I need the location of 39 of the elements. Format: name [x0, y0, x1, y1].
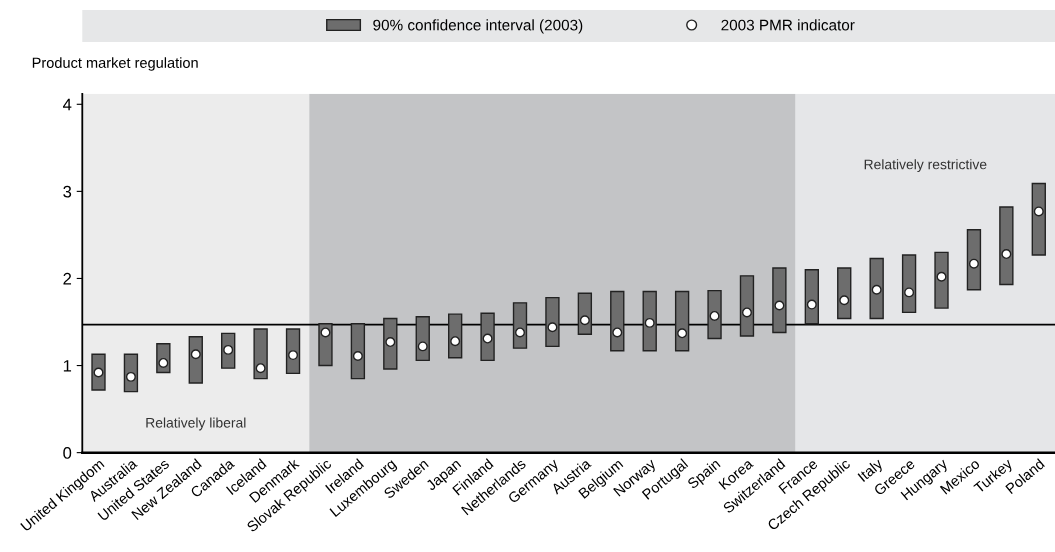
bar: [1031, 182, 1046, 256]
point: [677, 328, 688, 339]
point: [612, 327, 623, 338]
y-tick-label: 2: [63, 272, 72, 285]
point: [288, 350, 299, 361]
point: [806, 299, 817, 310]
point: [904, 287, 915, 298]
point: [190, 349, 201, 360]
point: [450, 336, 461, 347]
bar: [869, 257, 884, 320]
point: [644, 317, 655, 328]
legend-label: 2003 PMR indicator: [721, 19, 855, 31]
point: [871, 284, 882, 295]
point: [515, 327, 525, 338]
point: [1033, 206, 1044, 217]
band-label: Relatively liberal: [146, 417, 246, 431]
point: [352, 350, 363, 361]
y-tick-label: 4: [62, 98, 72, 111]
point: [579, 315, 590, 326]
y-axis-title: Product market regulation: [32, 57, 198, 71]
y-tick-label: 3: [63, 185, 72, 198]
bar: [739, 275, 755, 337]
legend-label: 90% confidence interval (2003): [373, 19, 583, 34]
point: [385, 337, 396, 348]
y-tick-label: 1: [63, 360, 72, 372]
point: [968, 258, 979, 269]
point: [741, 307, 752, 318]
bar: [610, 290, 625, 352]
bar: [772, 267, 787, 334]
point: [417, 341, 428, 352]
bar: [999, 206, 1014, 286]
point: [839, 295, 850, 306]
bar: [966, 229, 982, 291]
point: [774, 300, 785, 311]
point: [320, 327, 331, 338]
band-label: Relatively restrictive: [864, 159, 987, 173]
y-tick-label: 0: [63, 447, 72, 459]
bar: [674, 290, 690, 352]
point: [1001, 249, 1012, 260]
